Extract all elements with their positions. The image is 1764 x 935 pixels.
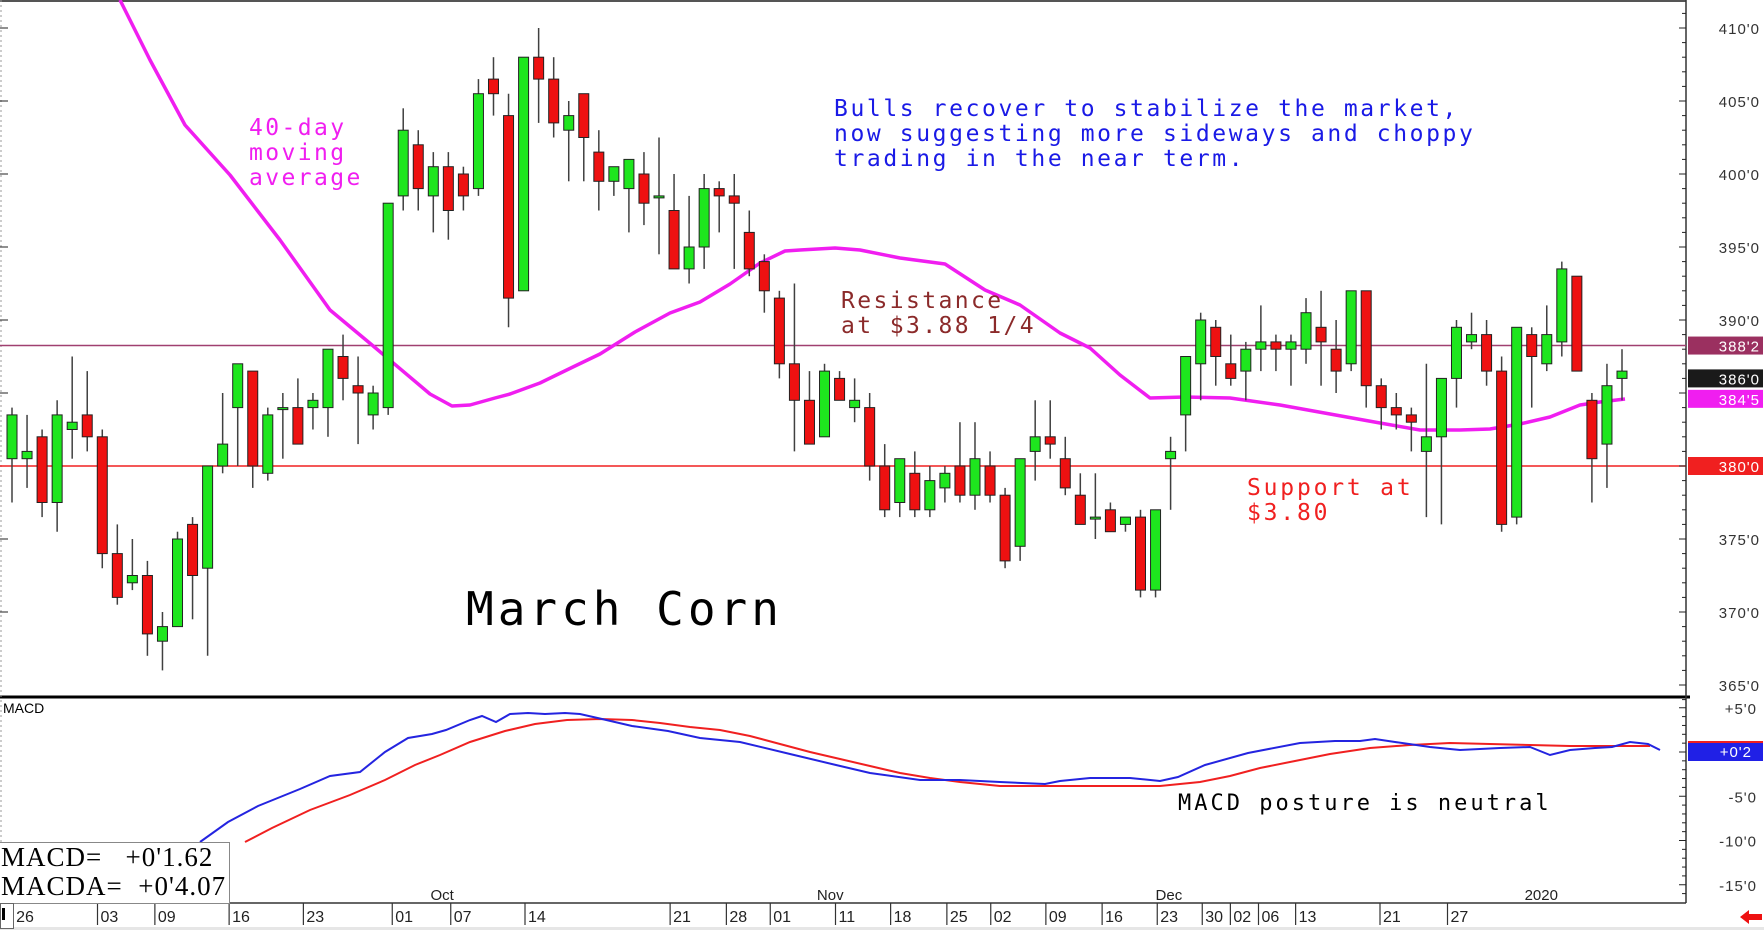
svg-text:16: 16 [232, 909, 250, 926]
svg-text:03: 03 [101, 909, 119, 926]
svg-text:380'0: 380'0 [1719, 459, 1760, 476]
svg-text:27: 27 [1451, 909, 1469, 926]
svg-text:09: 09 [158, 909, 176, 926]
svg-text:28: 28 [729, 909, 747, 926]
svg-text:400'0: 400'0 [1719, 167, 1760, 184]
svg-text:Dec: Dec [1156, 887, 1183, 904]
svg-text:-5'0: -5'0 [1728, 789, 1757, 806]
svg-text:25: 25 [950, 909, 968, 926]
scroll-left-arrow-icon[interactable] [1740, 910, 1762, 924]
svg-text:16: 16 [1105, 909, 1123, 926]
svg-text:Nov: Nov [817, 887, 844, 904]
macd-value: MACD= +0'1.62 [1, 842, 214, 872]
candles [6, 28, 1628, 671]
svg-text:21: 21 [673, 909, 691, 926]
svg-text:21: 21 [1383, 909, 1401, 926]
svg-text:405'0: 405'0 [1719, 94, 1760, 111]
commentary-annotation: Bulls recover to stabilize the market, n… [834, 96, 1476, 172]
svg-text:01: 01 [395, 909, 413, 926]
support-annotation: Support at $3.80 [1247, 475, 1414, 526]
macd-panel-label: MACD [3, 700, 45, 716]
svg-text:2020: 2020 [1525, 887, 1558, 904]
svg-text:06: 06 [1262, 909, 1280, 926]
svg-text:384'5: 384'5 [1719, 392, 1760, 409]
svg-text:388'2: 388'2 [1719, 339, 1760, 356]
svg-text:02: 02 [1233, 909, 1251, 926]
svg-text:390'0: 390'0 [1719, 313, 1760, 330]
svg-text:410'0: 410'0 [1719, 21, 1760, 38]
svg-text:23: 23 [1160, 909, 1178, 926]
svg-text:375'0: 375'0 [1719, 532, 1760, 549]
svg-text:26: 26 [16, 909, 34, 926]
svg-text:370'0: 370'0 [1719, 605, 1760, 622]
svg-text:386'0: 386'0 [1719, 371, 1760, 388]
svg-text:-10'0: -10'0 [1719, 834, 1757, 851]
svg-text:02: 02 [994, 909, 1012, 926]
macd-readout: MACD= +0'1.62 MACDA= +0'4.07 [0, 842, 230, 904]
moving-average-line [118, 0, 1626, 432]
svg-text:23: 23 [306, 909, 324, 926]
macda-value: MACDA= +0'4.07 [1, 871, 227, 901]
svg-text:Oct: Oct [430, 887, 454, 904]
scroll-handle[interactable] [0, 903, 14, 929]
svg-text:+0'2: +0'2 [1720, 744, 1752, 761]
chart-title: March Corn [466, 582, 783, 636]
svg-text:30: 30 [1205, 909, 1223, 926]
macd-lines [199, 711, 1661, 843]
resistance-annotation: Resistance at $3.88 1/4 [841, 288, 1036, 339]
svg-text:01: 01 [773, 909, 791, 926]
svg-text:11: 11 [839, 909, 856, 926]
svg-text:13: 13 [1299, 909, 1317, 926]
svg-text:-15'0: -15'0 [1719, 878, 1757, 895]
price-markers: 388'2 386'0 384'5 380'0 +0'2 [1688, 336, 1763, 761]
svg-text:07: 07 [454, 909, 472, 926]
svg-text:09: 09 [1049, 909, 1067, 926]
date-axis: Oct Nov Dec 2020 26 03 09 16 23 01 07 14 21 28 01 11 18 2… [12, 887, 1558, 926]
svg-text:18: 18 [894, 909, 912, 926]
svg-text:395'0: 395'0 [1719, 240, 1760, 257]
svg-text:14: 14 [528, 909, 546, 926]
price-axis: 410'0 405'0 400'0 395'0 390'0 375'0 370'0 365'0… [1679, 12, 1760, 895]
moving-average-annotation: 40-day moving average [249, 115, 363, 191]
macd-posture-annotation: MACD posture is neutral [1178, 791, 1552, 816]
svg-text:365'0: 365'0 [1719, 678, 1760, 695]
support-resistance-lines [0, 344, 1686, 467]
svg-text:+5'0: +5'0 [1725, 701, 1757, 718]
